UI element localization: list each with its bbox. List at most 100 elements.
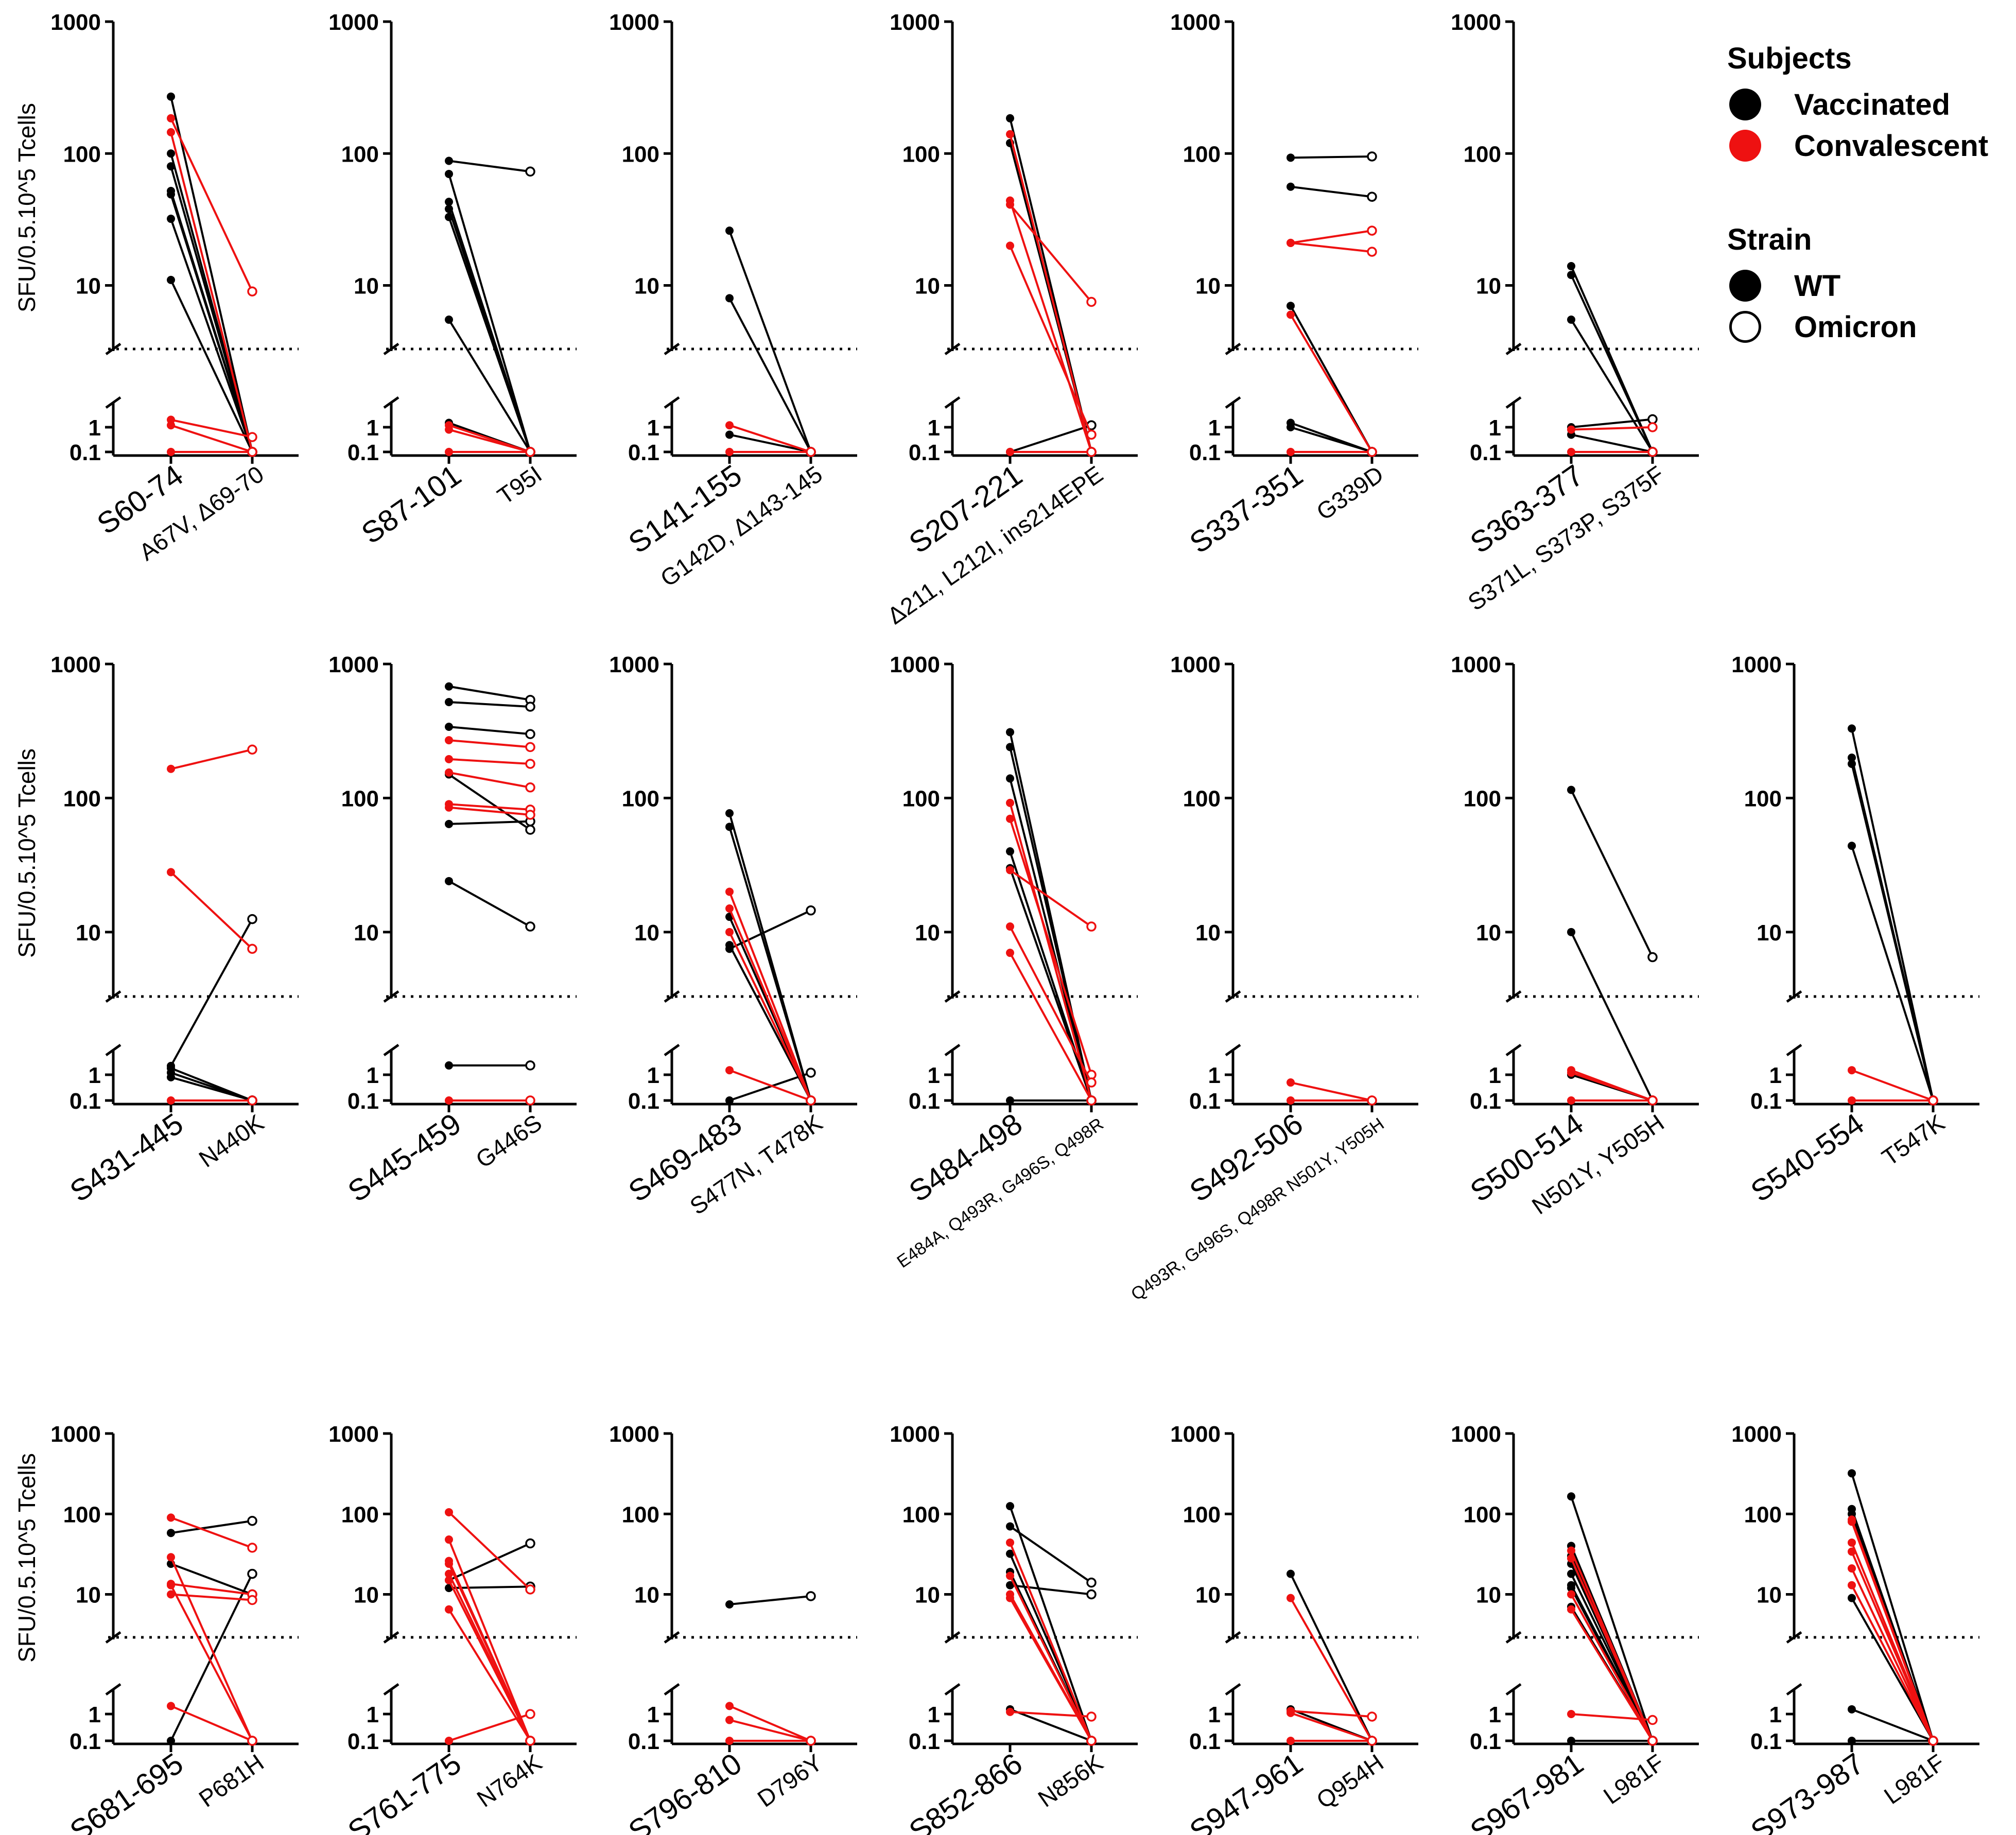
y-tick-label: 100 (341, 786, 379, 811)
wt-point (725, 1737, 734, 1745)
wt-point (167, 764, 175, 773)
wt-point (445, 1737, 453, 1745)
y-tick-label: 100 (1464, 142, 1501, 167)
legend-label-wt: WT (1794, 269, 1841, 303)
wt-point (1848, 1581, 1856, 1589)
y-tick-label: 10 (1476, 274, 1501, 299)
axis-break-mark (1505, 990, 1522, 1003)
wt-point (445, 1569, 453, 1578)
legend-label-omicron: Omicron (1794, 310, 1917, 344)
axis-break-mark (105, 1631, 121, 1644)
pair-line (170, 218, 253, 452)
x-category-label-wt: S761-775 (342, 1746, 467, 1835)
pair-line (1570, 789, 1654, 958)
pair-line (170, 418, 253, 439)
wt-point (445, 1605, 453, 1614)
wt-point (1848, 724, 1856, 733)
axis-break-mark (383, 342, 399, 356)
y-tick-label: 1 (89, 1063, 101, 1088)
y-tick-label: 0.1 (69, 1089, 101, 1114)
wt-point (445, 723, 453, 731)
omicron-point (1086, 1711, 1097, 1722)
legend: Subjects Vaccinated Convalescent Strain … (1727, 41, 2005, 350)
wt-point (1848, 759, 1856, 768)
omicron-point (525, 729, 535, 739)
y-tick-label: 10 (1195, 920, 1221, 946)
wt-point (1006, 130, 1014, 138)
wt-point (1006, 114, 1014, 123)
y-tick-label: 1000 (328, 10, 379, 35)
omicron-point (1086, 1736, 1097, 1746)
wt-point (445, 819, 453, 828)
pair-line (1009, 1575, 1092, 1741)
y-tick-label: 100 (902, 786, 940, 811)
wt-point (167, 1529, 175, 1537)
wt-point (725, 421, 734, 430)
pair-line (728, 826, 812, 1101)
axis-break-mark (1225, 1631, 1241, 1644)
omicron-point (806, 1591, 816, 1601)
y-tick-label: 10 (354, 274, 379, 299)
wt-point (167, 868, 175, 877)
axis-break-mark (944, 342, 961, 356)
pair-line (170, 748, 253, 770)
omicron-point (525, 1095, 535, 1106)
y-tick-label: 100 (341, 142, 379, 167)
wt-point (725, 945, 734, 953)
x-category-label-wt: S540-554 (1745, 1107, 1870, 1209)
y-tick-label: 100 (1183, 1502, 1221, 1527)
pair-line (1009, 778, 1092, 1101)
x-category-label-omicron: L981F (1598, 1749, 1669, 1809)
wt-point (1567, 1590, 1575, 1599)
pair-line (170, 132, 253, 452)
y-tick-label: 1 (928, 1702, 940, 1727)
omicron-point (525, 782, 535, 793)
y-tick-label: 10 (915, 1583, 940, 1608)
omicron-point (1367, 191, 1377, 202)
pair-line (448, 685, 531, 701)
pair-line (1570, 319, 1654, 453)
pair-line (170, 1076, 253, 1102)
pair-line (170, 194, 253, 452)
pair-line (1009, 818, 1092, 1075)
omicron-point (1086, 1577, 1097, 1588)
wt-point (445, 1535, 453, 1544)
x-category-label-omicron: P681H (194, 1749, 269, 1812)
omicron-point (1086, 429, 1097, 440)
y-tick-label: 1000 (328, 1422, 379, 1447)
pair-line (729, 910, 811, 950)
pair-line (448, 1539, 531, 1741)
pair-line (1851, 1069, 1934, 1102)
omicron-point (525, 1736, 535, 1746)
wt-point (1848, 1547, 1856, 1556)
pair-line (448, 319, 531, 453)
wt-point (1287, 1569, 1295, 1578)
pair-line (448, 773, 531, 831)
wt-point (725, 448, 734, 456)
wt-point (1567, 448, 1575, 456)
wt-point (167, 1590, 175, 1599)
wt-point (1848, 1469, 1856, 1478)
pair-line (1290, 230, 1372, 244)
y-tick-label: 100 (622, 786, 659, 811)
wt-point (167, 275, 175, 284)
omicron-point (525, 1584, 535, 1595)
wt-point (1567, 316, 1575, 324)
pair-line (448, 173, 531, 452)
pair-line (448, 771, 531, 789)
y-tick-label: 1000 (50, 652, 101, 677)
pair-line (1290, 1711, 1372, 1742)
pair-line (1851, 845, 1934, 1101)
y-tick-label: 1 (367, 1702, 379, 1727)
pair-line (448, 1585, 531, 1589)
pair-line (1290, 1597, 1373, 1741)
omicron-point (525, 810, 535, 820)
y-tick-label: 0.1 (628, 1729, 659, 1754)
axis-break-mark (1505, 1631, 1522, 1644)
pair-line (1851, 1568, 1934, 1741)
pair-line (170, 96, 253, 452)
pair-line (728, 298, 812, 452)
